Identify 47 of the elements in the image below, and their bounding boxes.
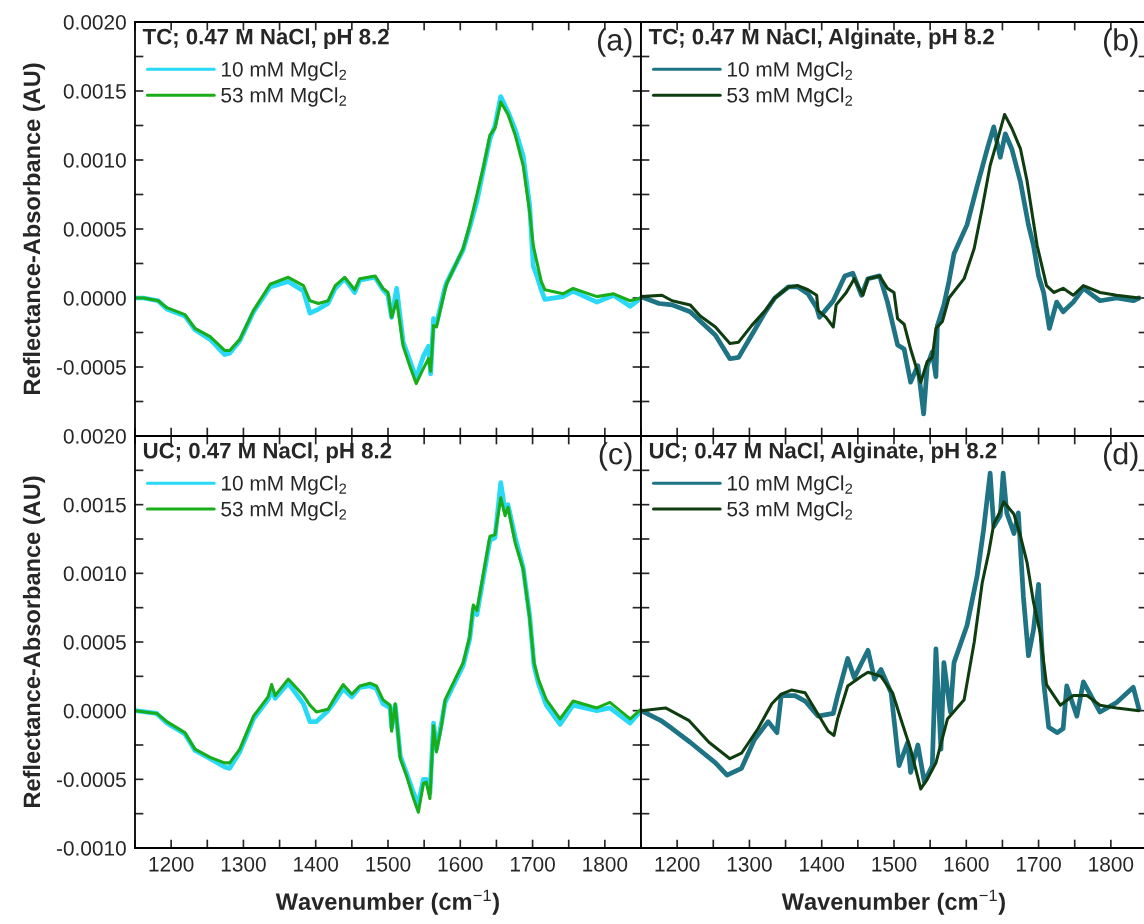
y-tick-label: 0.0005 <box>63 635 126 650</box>
y-axis-title: Reflectance-Absorbance (AU) <box>22 476 45 808</box>
legend-label: 10 mM MgCl$_{2}$ <box>728 475 853 495</box>
y-tick-label: 0.0020 <box>63 15 126 30</box>
annotation: (d) <box>1103 442 1138 471</box>
y-tick-label: 0.0010 <box>63 153 126 168</box>
x-tick-label: 1700 <box>510 856 555 872</box>
y-tick-label: 0.0000 <box>63 703 126 719</box>
annotation: (b) <box>1103 28 1138 57</box>
x-tick-label: 1800 <box>1089 856 1134 872</box>
y-axis-title: Reflectance-Absorbance (AU) <box>22 63 45 395</box>
x-tick-label: 1200 <box>149 856 194 872</box>
x-tick-label: 1500 <box>366 856 411 872</box>
x-tick-label: 1600 <box>944 856 989 872</box>
x-tick-label: 1700 <box>1016 856 1061 872</box>
x-tick-label: 1800 <box>583 856 628 872</box>
y-tick-label: 0.0015 <box>63 84 126 99</box>
y-tick-label: 0.0020 <box>63 429 126 444</box>
annotation: (c) <box>599 442 632 471</box>
x-tick-label: 1400 <box>294 856 339 872</box>
x-axis-title: Wavenumber (cm$^{−1}$) <box>781 889 1005 915</box>
chart-title: UC; 0.47 M NaCl, Alginate, pH 8.2 <box>649 442 997 463</box>
y-tick-label: 0.0000 <box>63 291 126 306</box>
x-tick-label: 1300 <box>727 856 772 872</box>
chart-title: TC; 0.47 M NaCl, pH 8.2 <box>142 28 389 49</box>
x-tick-label: 1300 <box>221 856 266 872</box>
x-tick-label: 1200 <box>655 856 700 872</box>
x-axis-title: Wavenumber (cm$^{−1}$) <box>275 889 499 915</box>
legend-label: 10 mM MgCl$_{2}$ <box>222 475 347 495</box>
y-tick-label: -0.0010 <box>56 841 126 856</box>
chart-title: UC; 0.47 M NaCl, pH 8.2 <box>143 442 392 463</box>
chart-title: TC; 0.47 M NaCl, Alginate, pH 8.2 <box>648 28 994 50</box>
y-tick-label: -0.0005 <box>56 772 126 788</box>
x-tick-label: 1500 <box>872 856 917 872</box>
x-tick-label: 1600 <box>438 856 483 872</box>
legend-label: 10 mM MgCl$_{2}$ <box>728 61 853 81</box>
y-tick-label: 0.0005 <box>63 222 126 237</box>
y-tick-label: 0.0010 <box>63 566 126 582</box>
legend-label: 53 mM MgCl$_{2}$ <box>727 87 853 107</box>
y-tick-label: -0.0005 <box>56 360 126 375</box>
legend-label: 53 mM MgCl$_{2}$ <box>221 87 347 107</box>
y-tick-label: 0.0015 <box>63 497 126 513</box>
annotation: (a) <box>597 28 632 57</box>
x-tick-label: 1400 <box>800 856 845 872</box>
legend-label: 10 mM MgCl$_{2}$ <box>222 61 347 81</box>
legend-label: 53 mM MgCl$_{2}$ <box>221 501 347 521</box>
legend-label: 53 mM MgCl$_{2}$ <box>727 501 853 521</box>
